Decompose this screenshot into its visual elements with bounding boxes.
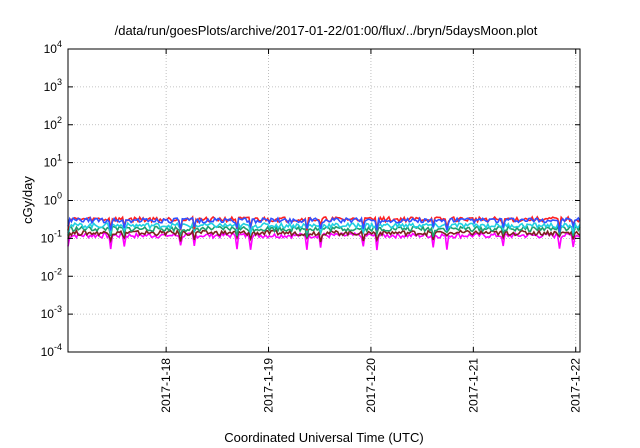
series-line (67, 220, 581, 237)
x-tick-label: 2017-1-20 (364, 358, 378, 413)
y-tick-label: 10-1 (41, 228, 62, 245)
y-tick-exponent: -1 (54, 228, 62, 238)
series-line (67, 228, 581, 244)
y-tick-label: 103 (44, 77, 62, 94)
x-axis (165, 49, 577, 352)
series-group (67, 215, 581, 251)
x-tick-label: 2017-1-18 (159, 358, 173, 413)
series-line (67, 215, 581, 231)
y-tick-label: 102 (44, 115, 62, 132)
y-axis: 10-410-310-210-11001011021031042017-1-18… (41, 39, 583, 413)
y-tick-base: 10 (44, 80, 58, 94)
y-tick-exponent: 2 (57, 115, 62, 125)
y-tick-label: 10-2 (41, 266, 62, 283)
y-axis-label: cGy/day (20, 176, 35, 224)
y-tick-exponent: -4 (54, 342, 62, 352)
y-tick-exponent: 0 (57, 191, 62, 201)
y-tick-exponent: 3 (57, 77, 62, 87)
y-tick-label: 101 (44, 153, 62, 170)
series-line (67, 216, 581, 233)
chart-title: /data/run/goesPlots/archive/2017-01-22/0… (115, 23, 538, 38)
x-tick-label: 2017-1-21 (466, 358, 480, 413)
y-tick-base: 10 (44, 118, 58, 132)
y-tick-base: 10 (44, 156, 58, 170)
y-tick-exponent: -2 (54, 266, 62, 276)
grid (68, 49, 580, 352)
y-tick-base: 10 (44, 194, 58, 208)
y-tick-base: 10 (41, 231, 55, 245)
x-tick-label: 2017-1-22 (569, 358, 583, 413)
y-tick-label: 100 (44, 191, 62, 208)
y-tick-label: 10-3 (41, 304, 62, 321)
y-tick-base: 10 (44, 42, 58, 56)
series-line (67, 230, 581, 251)
y-tick-exponent: 4 (57, 39, 62, 49)
series-line (67, 224, 581, 238)
x-tick-label: 2017-1-19 (262, 358, 276, 413)
y-tick-exponent: 1 (57, 153, 62, 163)
y-tick-base: 10 (41, 307, 55, 321)
y-tick-label: 104 (44, 39, 62, 56)
y-tick-base: 10 (41, 269, 55, 283)
x-axis-label: Coordinated Universal Time (UTC) (224, 430, 423, 445)
y-tick-exponent: -3 (54, 304, 62, 314)
y-tick-label: 10-4 (41, 342, 62, 359)
y-tick-base: 10 (41, 345, 55, 359)
